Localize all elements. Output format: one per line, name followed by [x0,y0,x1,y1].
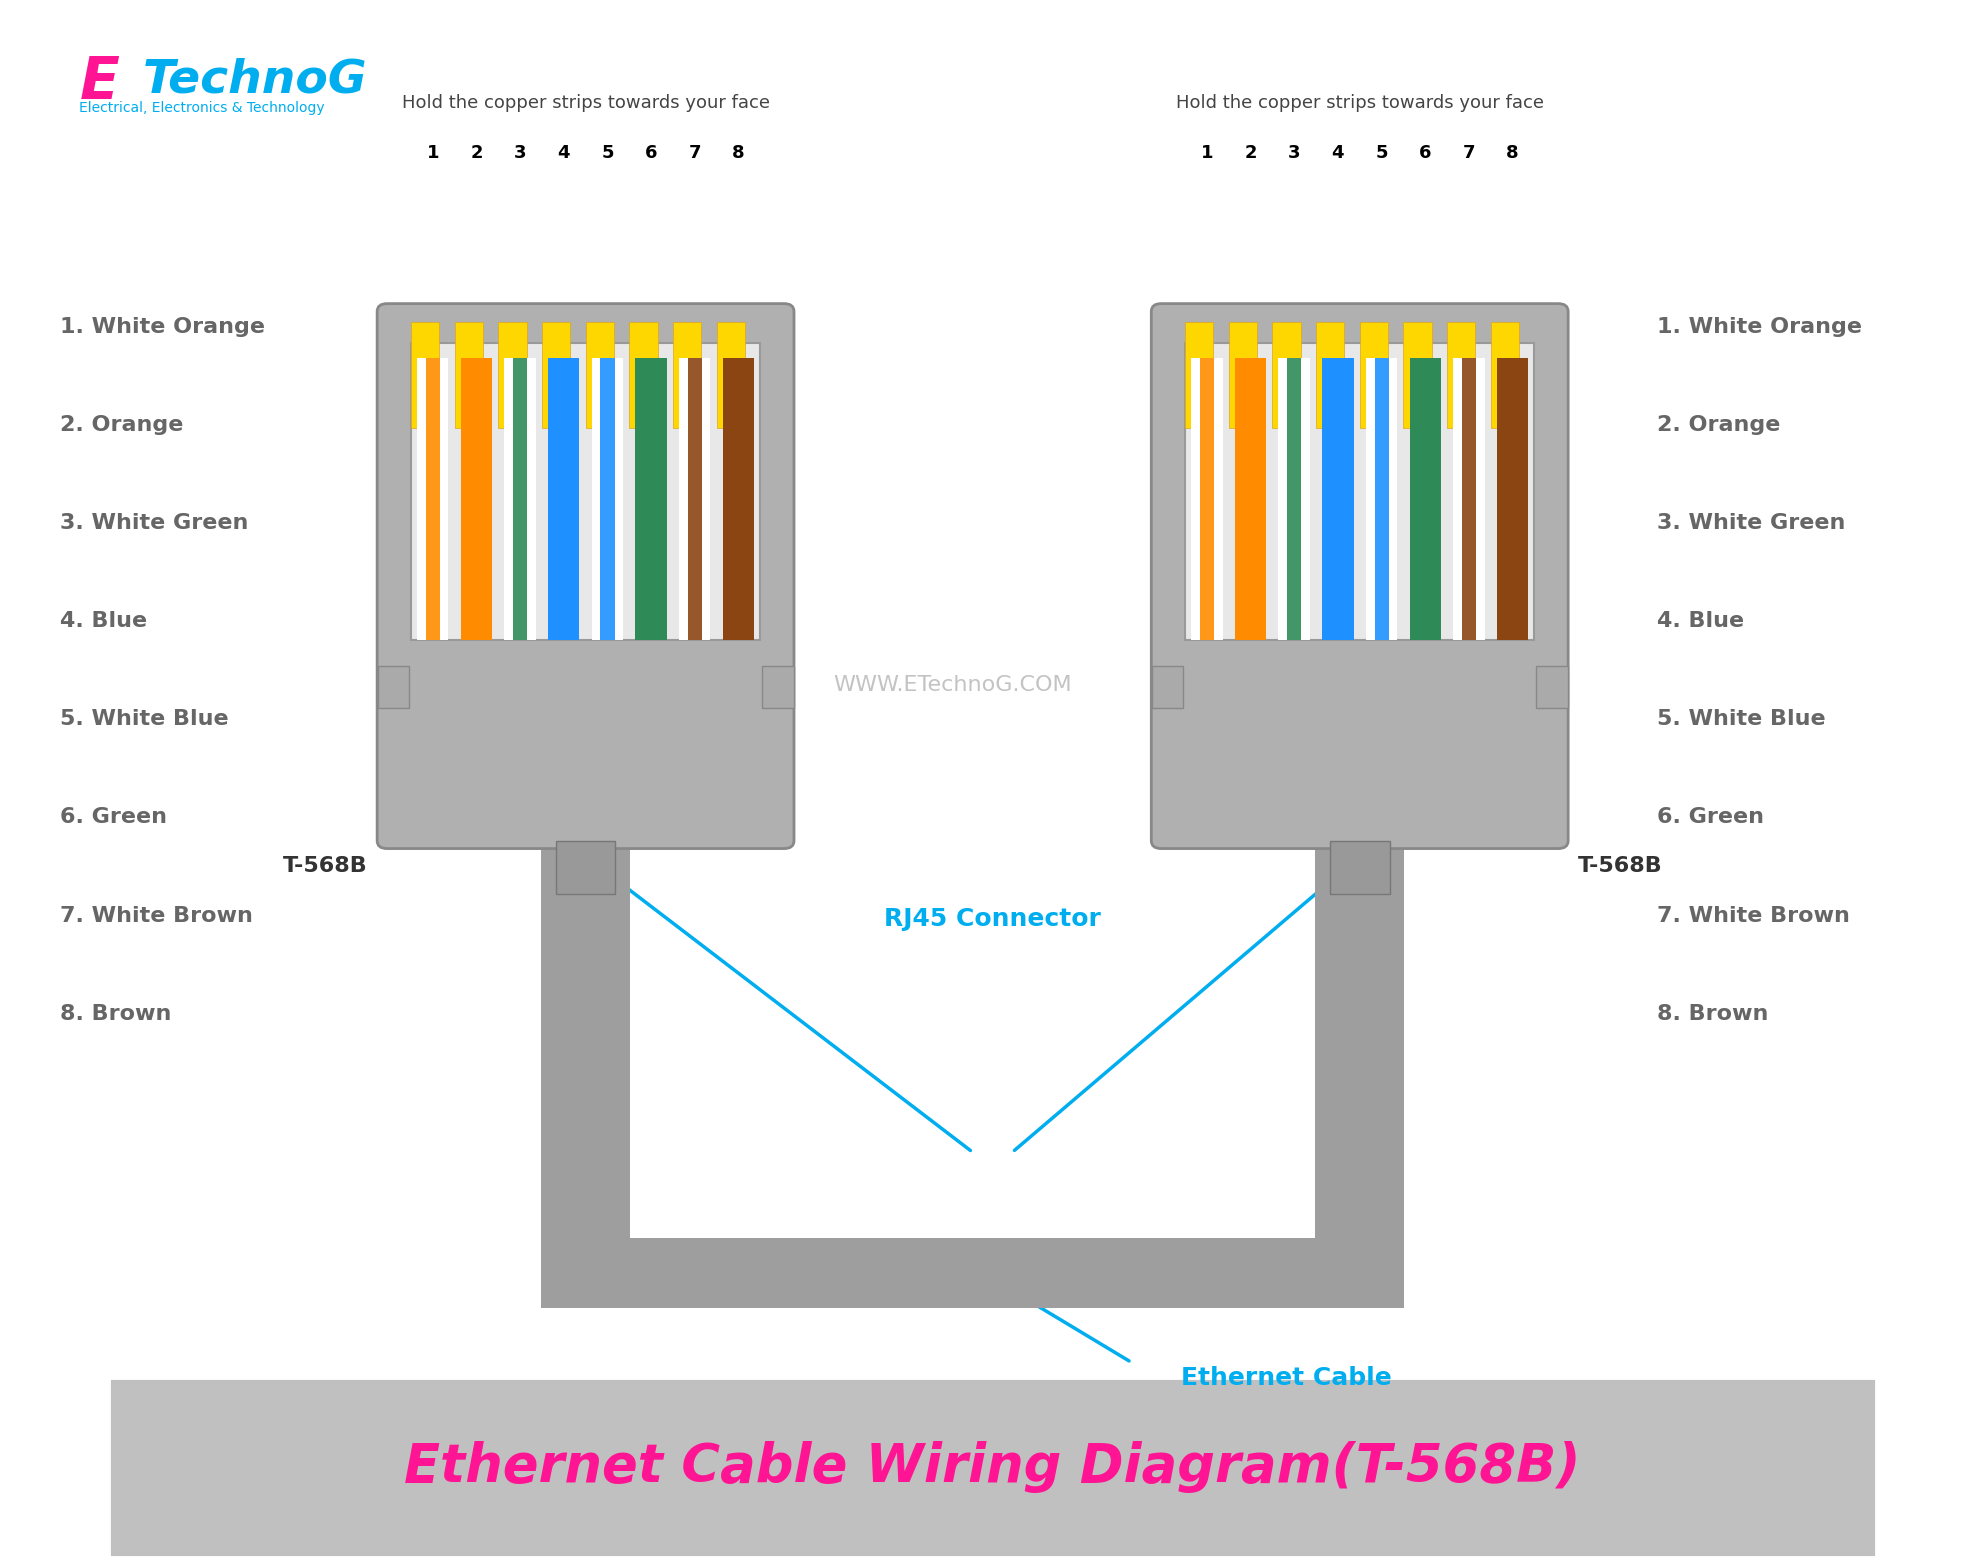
Bar [1497,358,1528,640]
Text: 5. White Blue: 5. White Blue [1657,710,1826,729]
Text: Electrical, Electronics & Technology: Electrical, Electronics & Technology [79,101,326,115]
Text: 4: 4 [558,143,570,162]
Bar [629,322,657,428]
Text: 3. White Green: 3. White Green [1657,514,1846,532]
Bar [1330,841,1389,894]
Bar [411,322,439,428]
Text: 5: 5 [1376,143,1388,162]
Text: 2. Orange: 2. Orange [1657,416,1781,434]
Bar [411,343,760,640]
Bar [1453,358,1485,640]
Bar [1366,358,1397,640]
Text: 1: 1 [427,143,439,162]
Bar [1185,322,1213,428]
Text: WWW.ETechnoG.COM: WWW.ETechnoG.COM [834,676,1072,694]
Bar [717,322,744,428]
Text: 3: 3 [514,143,526,162]
Text: 8. Brown: 8. Brown [1657,1004,1769,1023]
Text: 5. White Blue: 5. White Blue [60,710,228,729]
Bar [1316,841,1405,1308]
Bar [1360,322,1388,428]
Bar [723,358,754,640]
Text: 4. Blue: 4. Blue [1657,612,1745,631]
Text: 3. White Green: 3. White Green [60,514,248,532]
Bar [498,322,526,428]
Bar [1376,358,1389,640]
Bar [1278,358,1310,640]
Text: 4: 4 [1332,143,1344,162]
Text: 7. White Brown: 7. White Brown [1657,906,1850,925]
Bar [504,358,536,640]
Bar [1409,358,1441,640]
Text: 7: 7 [689,143,701,162]
Text: 2: 2 [470,143,482,162]
Bar [592,358,623,640]
Bar [427,358,441,640]
Text: 3: 3 [1288,143,1300,162]
Text: E: E [79,54,119,112]
Bar [1403,322,1431,428]
Text: 6: 6 [1419,143,1431,162]
Bar [1151,666,1183,708]
Text: 6: 6 [645,143,657,162]
Bar [377,666,409,708]
Bar [1463,358,1477,640]
Bar [1229,322,1257,428]
Bar [1235,358,1266,640]
Text: Ethernet Cable: Ethernet Cable [1181,1365,1391,1390]
Text: 6. Green: 6. Green [60,808,167,827]
Text: Hold the copper strips towards your face: Hold the copper strips towards your face [1175,93,1544,112]
Bar [556,841,615,894]
Bar [601,358,615,640]
Bar [679,358,711,640]
Bar [540,1238,1405,1308]
Text: 8. Brown: 8. Brown [60,1004,171,1023]
Bar [762,666,794,708]
Text: 8: 8 [732,143,744,162]
Text: 6. Green: 6. Green [1657,808,1765,827]
Bar [540,841,629,1308]
Bar [635,358,667,640]
Text: 2: 2 [1245,143,1257,162]
Text: 7: 7 [1463,143,1475,162]
Text: 1: 1 [1201,143,1213,162]
Text: 2. Orange: 2. Orange [60,416,183,434]
Text: 1. White Orange: 1. White Orange [60,318,264,336]
Bar [514,358,528,640]
Bar [1185,343,1534,640]
Bar [673,322,701,428]
Text: 1. White Orange: 1. White Orange [1657,318,1862,336]
Text: 7. White Brown: 7. White Brown [60,906,252,925]
Text: 5: 5 [601,143,613,162]
Bar [1447,322,1475,428]
FancyBboxPatch shape [377,304,794,849]
Bar [1288,358,1302,640]
Bar [455,322,482,428]
Text: Ethernet Cable Wiring Diagram(T-568B): Ethernet Cable Wiring Diagram(T-568B) [405,1442,1580,1493]
Bar [461,358,492,640]
Text: T-568B: T-568B [1578,856,1663,877]
Bar [1536,666,1568,708]
Bar [1316,322,1344,428]
Bar [1322,358,1354,640]
Bar [417,358,449,640]
Bar [586,322,613,428]
Bar [1272,322,1300,428]
Bar [548,358,580,640]
Text: T-568B: T-568B [282,856,367,877]
Text: 4. Blue: 4. Blue [60,612,147,631]
Bar [542,322,570,428]
Text: Hold the copper strips towards your face: Hold the copper strips towards your face [401,93,770,112]
FancyBboxPatch shape [1151,304,1568,849]
Bar [1191,358,1223,640]
Bar [109,1378,1876,1557]
Text: 8: 8 [1507,143,1519,162]
Bar [1491,322,1519,428]
Bar [1201,358,1215,640]
Bar [689,358,703,640]
Text: TechnoG: TechnoG [143,58,367,103]
Text: RJ45 Connector: RJ45 Connector [883,906,1102,931]
